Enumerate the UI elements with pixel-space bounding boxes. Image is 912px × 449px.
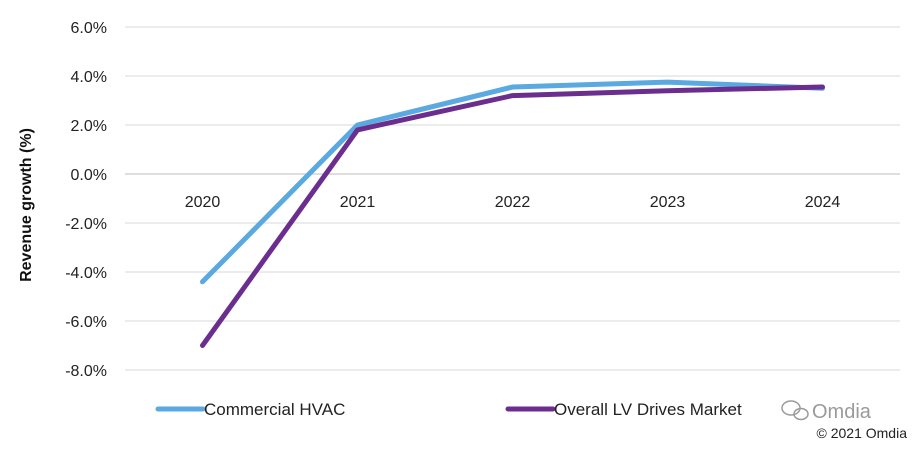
series-line-overall-lv-drives (200, 84, 825, 348)
x-tick-label: 2021 (340, 194, 376, 211)
y-tick-label: 4.0% (71, 69, 107, 86)
series-line-commercial-hvac (200, 79, 825, 285)
x-tick-label: 2023 (650, 194, 686, 211)
y-tick-label: -4.0% (65, 265, 107, 282)
y-tick-label: 0.0% (71, 167, 107, 184)
x-tick-labels: 2020 2021 2022 2023 2024 (185, 194, 841, 211)
y-axis-label: Revenue growth (%) (18, 128, 35, 282)
legend-label-commercial-hvac: Commercial HVAC (204, 400, 345, 419)
legend: Commercial HVAC Overall LV Drives Market (155, 400, 742, 419)
wechat-icon (781, 400, 809, 421)
y-tick-label: 6.0% (71, 20, 107, 37)
x-tick-label: 2020 (185, 194, 221, 211)
x-tick-label: 2024 (805, 194, 841, 211)
x-tick-label: 2022 (495, 194, 531, 211)
y-tick-label: -2.0% (65, 216, 107, 233)
copyright-text: © 2021 Omdia (817, 425, 908, 441)
legend-item-overall-lv-drives: Overall LV Drives Market (505, 400, 742, 419)
watermark-text: Omdia (812, 401, 872, 423)
legend-item-commercial-hvac: Commercial HVAC (155, 400, 345, 419)
y-tick-label: -8.0% (65, 363, 107, 380)
legend-label-overall-lv-drives: Overall LV Drives Market (554, 400, 742, 419)
y-tick-label: 2.0% (71, 118, 107, 135)
y-tick-label: -6.0% (65, 314, 107, 331)
series-lines (200, 79, 825, 348)
watermark: Omdia (781, 400, 872, 423)
y-tick-labels: 6.0% 4.0% 2.0% 0.0% -2.0% -4.0% -6.0% -8.0% (65, 20, 107, 380)
